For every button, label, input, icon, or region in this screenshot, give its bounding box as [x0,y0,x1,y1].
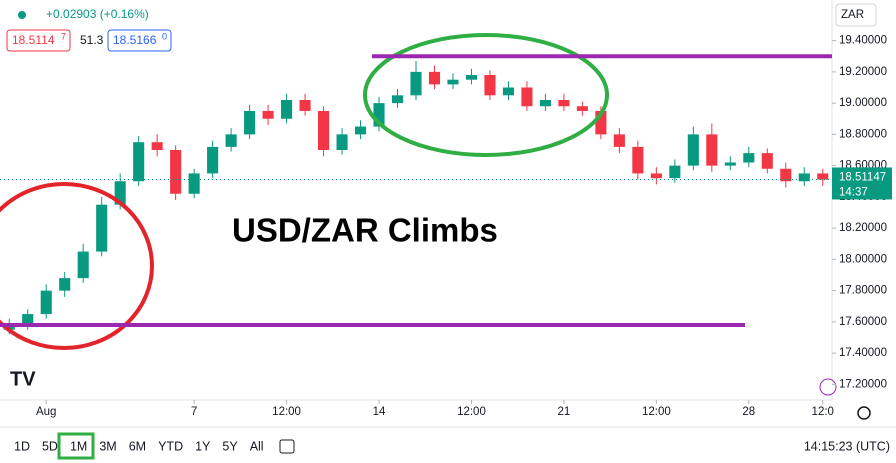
y-tick-label: 18.80000 [839,128,887,140]
candle-body [299,100,311,111]
range-button[interactable]: 1D [14,439,30,453]
candle-body [151,142,163,150]
candle-body [743,153,755,163]
x-tick-label: 28 [742,406,755,418]
y-tick-label: 18.00000 [839,253,887,265]
candle-body [373,103,385,127]
candle-body [817,173,829,180]
y-tick-label: 19.00000 [839,97,887,109]
buy-price: 18.5166 [113,33,157,47]
buy-box[interactable] [107,29,172,52]
candle-body [354,126,367,135]
candle-body [391,95,404,104]
candle-body [225,134,237,147]
candle-body [96,204,108,252]
selected-range [57,432,95,460]
spread: 51.3 [80,33,104,47]
candle-body [595,110,607,135]
candle-body [613,134,625,147]
candle-body [318,110,330,150]
candle-body [502,87,514,96]
logo: TV [10,368,36,390]
candle-body [706,134,718,166]
range-button[interactable]: 5Y [222,439,238,453]
clock: 14:15:23 (UTC) [804,439,890,453]
last-price-label: 18.51147 [839,171,886,183]
annotation-ellipse [0,182,154,350]
price-change: +0.02903 (+0.16%) [46,7,149,21]
candle-body [798,173,810,182]
y-tick-label: 17.20000 [839,378,887,390]
x-tick-label: 21 [558,406,571,418]
candle-body [539,100,551,107]
candle-body [40,290,52,315]
x-tick-label: 12:00 [457,406,486,418]
range-button[interactable]: 6M [129,439,146,453]
y-tick-label: 17.40000 [839,347,887,359]
candle-body [77,251,89,279]
range-button[interactable]: All [250,439,264,453]
candle-body [188,173,200,194]
candle-body [484,75,496,96]
candle-body [428,71,441,85]
y-tick-label: 18.20000 [839,222,887,234]
last-price-box [832,167,892,200]
candle-body [336,134,348,150]
candle-body [669,165,681,179]
candle-body [262,110,274,119]
candle-body [632,146,644,174]
candle-body [281,100,293,119]
countdown: 14:37 [839,186,868,198]
candle-body [3,325,15,330]
candle-body [521,87,533,107]
alert-icon[interactable] [819,378,837,396]
y-tick-label: 17.60000 [839,316,887,328]
range-button[interactable]: YTD [158,439,183,453]
candle-body [558,100,570,107]
x-tick-label: 14 [373,406,386,418]
candle-body [410,71,422,96]
calendar-icon[interactable] [279,439,295,454]
candle-body [244,110,256,135]
range-button[interactable]: 1M [70,439,87,453]
x-tick-label: 12:0 [812,406,834,418]
x-tick-label: Aug [36,406,56,418]
y-tick-label: 19.40000 [839,35,887,47]
candle-body [761,153,773,169]
annotation-ellipse [363,33,609,157]
settings-icon[interactable] [857,406,871,420]
candle-body [780,168,792,182]
candle-body [133,142,145,182]
candle-body [724,162,736,166]
sell-box[interactable] [6,29,71,52]
buy-price-sup: 0 [162,31,167,41]
y-tick-label: 17.80000 [839,285,887,297]
x-tick-label: 12:00 [272,406,301,418]
plot-area [3,60,829,335]
candle-body [22,314,34,325]
x-tick-label: 7 [191,406,197,418]
currency: ZAR [841,9,864,21]
range-button[interactable]: 1Y [195,439,211,453]
candle-body [465,75,478,80]
candle-body [207,146,219,174]
chart-title: USD/ZAR Climbs [232,212,498,249]
x-tick-label: 12:00 [642,406,671,418]
candle-body [576,106,588,111]
sell-price-sup: 7 [61,31,66,41]
candle-body [650,173,662,179]
candle-body [114,181,126,205]
candle-body [687,134,699,166]
sell-price: 18.5114 [12,33,55,47]
candle-body [447,79,459,85]
range-button[interactable]: 5D [42,439,58,453]
status-dot [18,11,26,19]
candle-body [170,150,182,194]
candle-body [59,278,71,291]
y-tick-label: 19.20000 [839,66,887,78]
range-button[interactable]: 3M [99,439,116,453]
currency-box[interactable] [835,3,877,27]
